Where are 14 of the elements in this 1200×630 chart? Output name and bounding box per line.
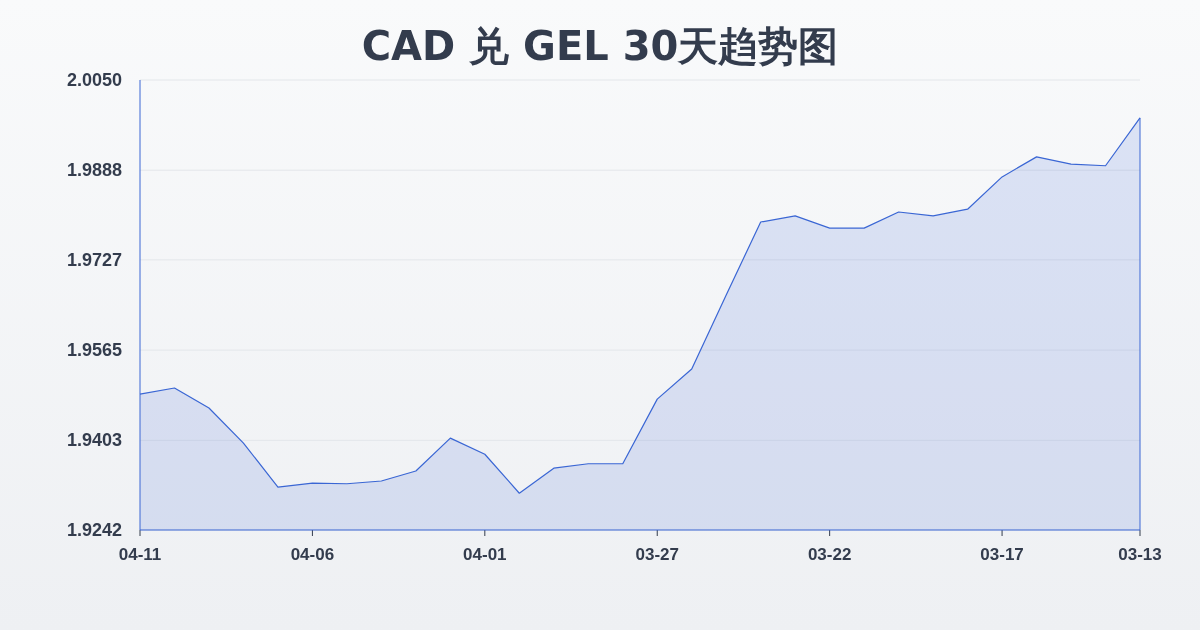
x-tick-label: 04-11	[118, 545, 162, 564]
x-tick-label: 03-13	[1118, 545, 1162, 564]
x-tick-label: 03-22	[807, 545, 852, 564]
y-tick-label: 2.0050	[66, 70, 122, 90]
x-tick-label: 04-01	[463, 545, 507, 564]
y-tick-label: 1.9565	[66, 340, 122, 361]
x-tick-label: 04-06	[290, 545, 335, 564]
x-tick-label: 03-27	[635, 545, 679, 564]
y-tick-label: 1.9242	[66, 520, 122, 540]
chart-title: CAD 兑 GEL 30天趋势图	[361, 23, 839, 69]
x-tick-label: 03-17	[980, 545, 1024, 564]
y-tick-label: 1.9727	[66, 249, 122, 270]
y-tick-label: 1.9888	[66, 160, 122, 181]
y-tick-label: 1.9403	[66, 430, 122, 451]
